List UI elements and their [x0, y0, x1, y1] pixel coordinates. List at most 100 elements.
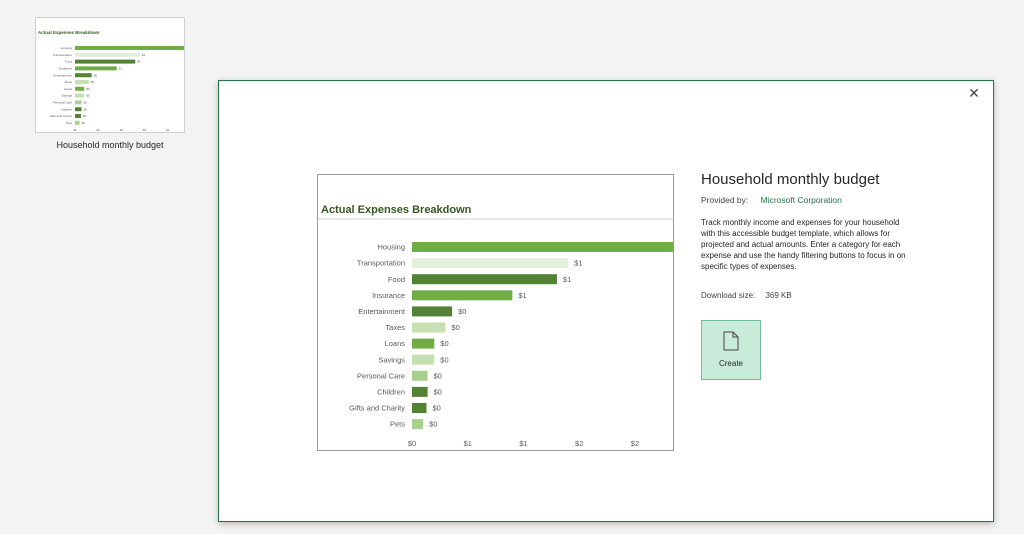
provider-row: Provided by: Microsoft Corporation: [701, 195, 911, 205]
provider-label: Provided by:: [701, 195, 749, 205]
data-label: $0: [429, 420, 437, 429]
data-label: $0: [86, 94, 90, 98]
x-tick-label: $1: [120, 128, 124, 132]
category-label: Gifts and Charity: [50, 114, 73, 118]
template-description: Track monthly income and expenses for yo…: [701, 218, 906, 271]
template-caption[interactable]: Household monthly budget: [56, 140, 164, 150]
category-label: Personal Care: [53, 100, 73, 104]
template-thumbnail[interactable]: Actual Expenses Breakdown Housing Transpor…: [35, 17, 185, 133]
category-label: Housing: [377, 243, 405, 252]
x-tick-label: $1: [97, 128, 101, 132]
bar-taxes: [75, 80, 89, 84]
category-label: Insurance: [59, 66, 73, 70]
expenses-chart: Actual Expenses Breakdown Housing Transpor…: [318, 204, 674, 448]
bar-housing: [75, 46, 184, 50]
download-size-label: Download size:: [701, 291, 756, 300]
category-label: Food: [388, 275, 405, 284]
bar-insurance: [412, 290, 513, 301]
bar-transportation: [75, 52, 140, 57]
document-icon: [723, 331, 739, 351]
data-label: $0: [434, 371, 442, 380]
category-label: Loans: [64, 87, 73, 91]
category-label: Savings: [61, 94, 72, 98]
bar-taxes: [412, 322, 446, 333]
category-label: Pets: [66, 121, 73, 125]
x-tick-label: $0: [73, 128, 77, 132]
bar-pets: [412, 419, 424, 430]
category-label: Transportation: [357, 259, 405, 268]
bar-personal-care: [412, 370, 428, 381]
category-label: Personal Care: [357, 371, 405, 380]
data-label: $1: [119, 66, 123, 70]
category-label: Savings: [378, 355, 405, 364]
x-tick-label: $2: [143, 128, 147, 132]
provider-name: Microsoft Corporation: [760, 195, 842, 205]
bar-loans: [412, 338, 435, 349]
template-info-panel: Household monthly budget Provided by: Mi…: [701, 171, 911, 380]
chart-title: Actual Expenses Breakdown: [321, 204, 472, 216]
close-icon[interactable]: ✕: [968, 86, 980, 102]
data-label: $1: [137, 60, 141, 64]
x-tick-label: $0: [408, 439, 416, 448]
bar-personal-care: [75, 100, 82, 105]
bar-entertainment: [75, 73, 92, 78]
data-label: $0: [86, 87, 90, 91]
data-label: $0: [83, 100, 87, 104]
chart-title: Actual Expenses Breakdown: [38, 30, 100, 35]
x-tick-label: $2: [166, 128, 170, 132]
category-label: Gifts and Charity: [349, 404, 405, 413]
data-label: $0: [83, 114, 87, 118]
category-label: Housing: [61, 46, 72, 50]
data-label: $0: [94, 73, 98, 77]
data-label: $1: [563, 275, 571, 284]
data-label: $1: [142, 53, 146, 57]
category-label: Insurance: [372, 291, 405, 300]
data-label: $1: [574, 259, 582, 268]
data-label: $0: [83, 107, 87, 111]
category-label: Taxes: [64, 80, 72, 84]
category-label: Transportation: [53, 53, 73, 57]
template-preview-image: Actual Expenses Breakdown Housing Transpor…: [317, 174, 674, 451]
bar-children: [412, 386, 428, 397]
bar-transportation: [412, 258, 569, 269]
x-tick-label: $2: [631, 439, 639, 448]
category-label: Children: [377, 388, 405, 397]
thumbnail-chart: Actual Expenses Breakdown Housing Transpor…: [38, 30, 184, 132]
x-tick-label: $1: [464, 439, 472, 448]
bar-pets: [75, 120, 80, 125]
category-label: Food: [65, 60, 72, 64]
bar-food: [412, 274, 557, 285]
bar-savings: [75, 93, 85, 98]
x-tick-label: $1: [519, 439, 527, 448]
x-tick-label: $2: [575, 439, 583, 448]
bar-loans: [75, 86, 85, 91]
download-size-row: Download size: 369 KB: [701, 291, 911, 300]
data-label: $0: [82, 121, 86, 125]
create-button[interactable]: Create: [701, 320, 761, 380]
data-label: $0: [440, 339, 448, 348]
create-label: Create: [718, 359, 743, 368]
data-label: $0: [434, 388, 442, 397]
bar-insurance: [75, 66, 117, 71]
category-label: Entertainment: [358, 307, 406, 316]
category-label: Pets: [390, 420, 405, 429]
bar-gifts-and-charity: [412, 403, 427, 413]
category-label: Loans: [385, 339, 406, 348]
bar-children: [75, 107, 82, 112]
bar-savings: [412, 354, 435, 365]
template-preview-dialog: ✕ Actual Expenses Breakdown Housing Transp…: [218, 80, 994, 522]
data-label: $1: [518, 291, 526, 300]
data-label: $0: [91, 80, 95, 84]
data-label: $0: [451, 323, 459, 332]
data-label: $0: [440, 355, 448, 364]
data-label: $0: [432, 404, 440, 413]
bar-food: [75, 59, 136, 64]
bar-gifts-and-charity: [75, 114, 82, 118]
template-title: Household monthly budget: [701, 171, 880, 188]
download-size-value: 369 KB: [765, 291, 792, 300]
data-label: $0: [458, 307, 466, 316]
bar-entertainment: [412, 306, 453, 317]
bar-housing: [412, 242, 674, 252]
category-label: Entertainment: [53, 73, 72, 77]
category-label: Children: [61, 107, 73, 111]
